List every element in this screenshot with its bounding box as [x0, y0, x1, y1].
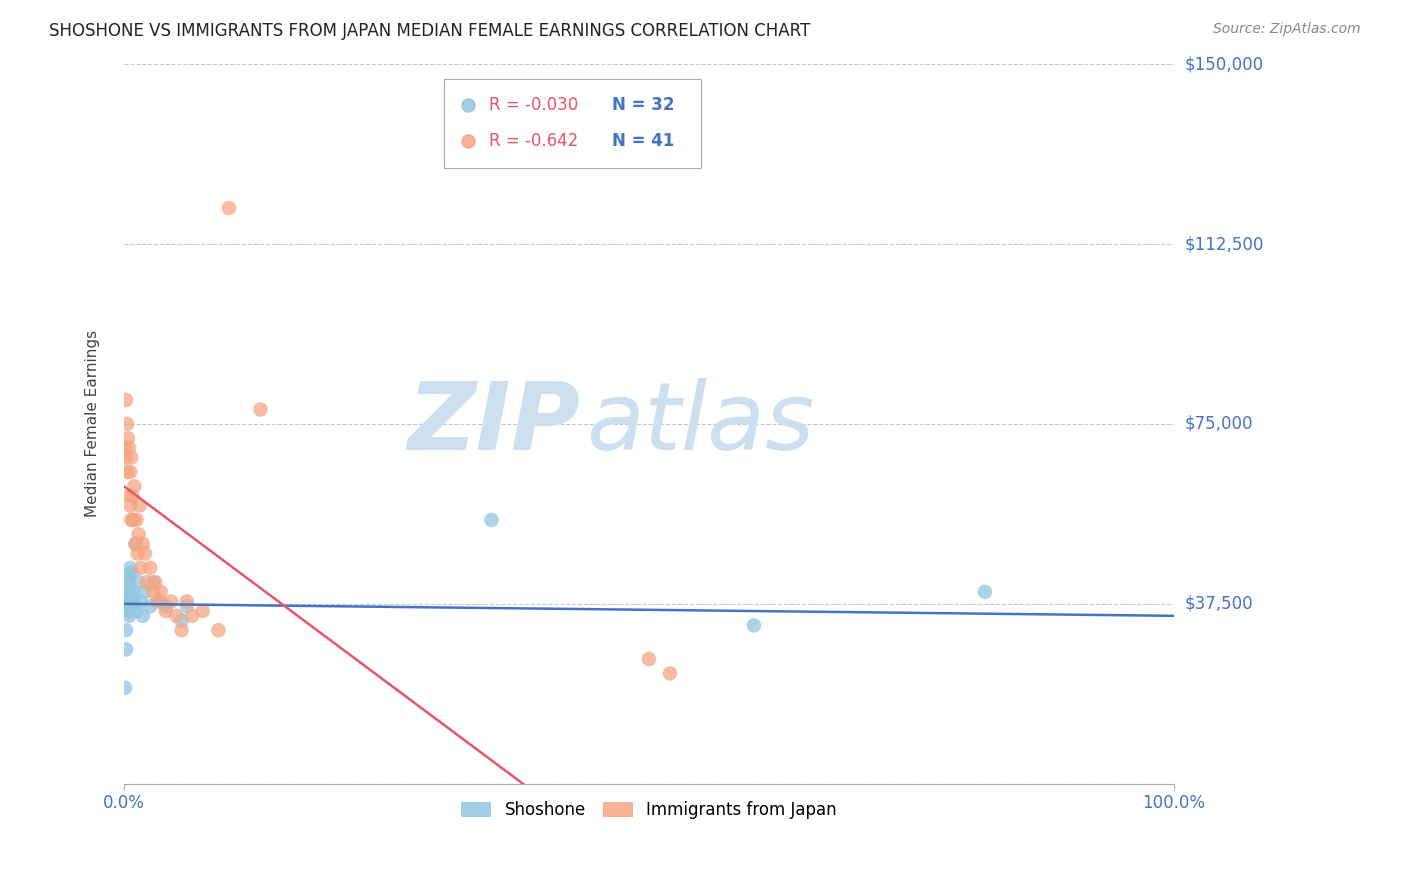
Point — [128, 499, 150, 513]
Point — [145, 575, 167, 590]
Text: atlas: atlas — [586, 378, 814, 469]
Point — [115, 450, 138, 465]
Point — [155, 604, 177, 618]
Point — [132, 608, 155, 623]
Point — [129, 594, 152, 608]
Point — [457, 777, 479, 791]
Point — [120, 594, 142, 608]
Point — [136, 575, 159, 590]
Text: $37,500: $37,500 — [1185, 595, 1254, 613]
Point — [117, 431, 139, 445]
Point — [155, 599, 177, 614]
Text: $75,000: $75,000 — [1185, 415, 1254, 433]
Point — [120, 513, 142, 527]
Point — [181, 608, 204, 623]
Text: Source: ZipAtlas.com: Source: ZipAtlas.com — [1213, 22, 1361, 37]
Point — [120, 585, 142, 599]
Point — [139, 599, 162, 614]
Point — [115, 624, 138, 638]
FancyBboxPatch shape — [444, 78, 702, 169]
Point — [114, 441, 136, 455]
Point — [176, 594, 198, 608]
Point — [128, 575, 150, 590]
Point — [115, 465, 138, 479]
Point — [134, 546, 156, 560]
Point — [457, 777, 479, 791]
Text: SHOSHONE VS IMMIGRANTS FROM JAPAN MEDIAN FEMALE EARNINGS CORRELATION CHART: SHOSHONE VS IMMIGRANTS FROM JAPAN MEDIAN… — [49, 22, 810, 40]
Point — [124, 537, 146, 551]
Point — [249, 402, 271, 417]
Point — [128, 527, 150, 541]
Point — [120, 561, 142, 575]
Text: N = 32: N = 32 — [612, 96, 675, 114]
Point — [142, 575, 165, 590]
Point — [115, 392, 138, 407]
Text: R = -0.030: R = -0.030 — [489, 96, 579, 114]
Y-axis label: Median Female Earnings: Median Female Earnings — [86, 330, 100, 517]
Point — [129, 561, 152, 575]
Point — [115, 417, 138, 431]
Point — [149, 585, 172, 599]
Point — [120, 499, 142, 513]
Point — [125, 604, 148, 618]
Point — [120, 566, 142, 580]
Point — [118, 594, 141, 608]
Text: $150,000: $150,000 — [1185, 55, 1264, 73]
Point — [114, 681, 136, 695]
Point — [115, 585, 138, 599]
Point — [122, 585, 145, 599]
Point — [170, 614, 193, 628]
Point — [118, 441, 141, 455]
Point — [117, 604, 139, 618]
Point — [176, 599, 198, 614]
Point — [160, 594, 183, 608]
Point — [170, 624, 193, 638]
Point — [118, 489, 141, 503]
Point — [115, 599, 138, 614]
Point — [142, 585, 165, 599]
Point — [139, 561, 162, 575]
Point — [146, 594, 169, 608]
Point — [121, 489, 143, 503]
Point — [122, 513, 145, 527]
Point — [149, 594, 172, 608]
Point — [165, 608, 187, 623]
Text: $112,500: $112,500 — [1185, 235, 1264, 253]
Point — [127, 546, 149, 560]
Point — [974, 585, 997, 599]
Point — [132, 537, 155, 551]
Point — [125, 513, 148, 527]
Point — [124, 479, 146, 493]
Point — [121, 599, 143, 614]
Point — [124, 537, 146, 551]
Point — [481, 513, 503, 527]
Point — [120, 465, 142, 479]
Point — [118, 570, 141, 584]
Point — [218, 201, 240, 215]
Point — [658, 666, 681, 681]
Point — [120, 450, 142, 465]
Point — [118, 608, 141, 623]
Point — [115, 642, 138, 657]
Text: ZIP: ZIP — [408, 378, 581, 470]
Point — [638, 652, 661, 666]
Point — [117, 575, 139, 590]
Point — [191, 604, 214, 618]
Point — [207, 624, 229, 638]
Point — [742, 618, 765, 632]
Text: R = -0.642: R = -0.642 — [489, 132, 579, 150]
Point — [134, 585, 156, 599]
Legend: Shoshone, Immigrants from Japan: Shoshone, Immigrants from Japan — [454, 795, 844, 826]
Text: N = 41: N = 41 — [612, 132, 675, 150]
Point — [124, 594, 146, 608]
